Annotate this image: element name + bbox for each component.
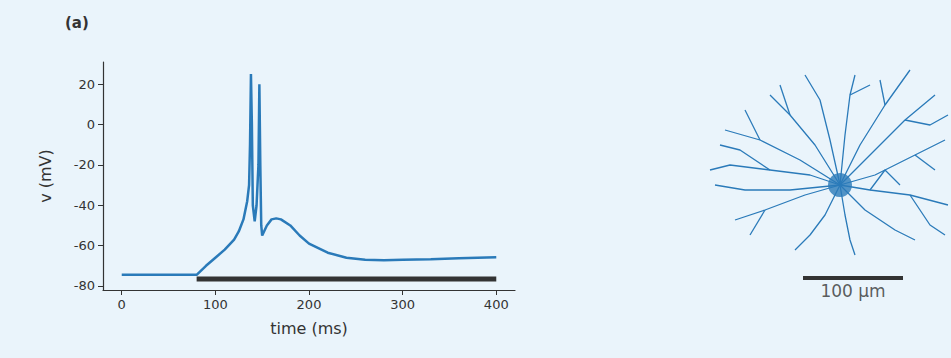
svg-text:0: 0 — [87, 117, 95, 132]
svg-text:400: 400 — [484, 297, 509, 312]
svg-text:100: 100 — [203, 297, 228, 312]
svg-text:300: 300 — [390, 297, 415, 312]
svg-text:0: 0 — [118, 297, 126, 312]
svg-text:100 µm: 100 µm — [820, 281, 885, 301]
svg-text:200: 200 — [297, 297, 322, 312]
svg-text:-80: -80 — [74, 278, 95, 293]
svg-text:-60: -60 — [74, 238, 95, 253]
svg-text:-20: -20 — [74, 157, 95, 172]
svg-text:v (mV): v (mV) — [36, 149, 55, 203]
svg-text:20: 20 — [78, 77, 95, 92]
svg-text:(a): (a) — [65, 14, 89, 32]
svg-text:-40: -40 — [74, 198, 95, 213]
svg-text:time (ms): time (ms) — [270, 319, 348, 338]
